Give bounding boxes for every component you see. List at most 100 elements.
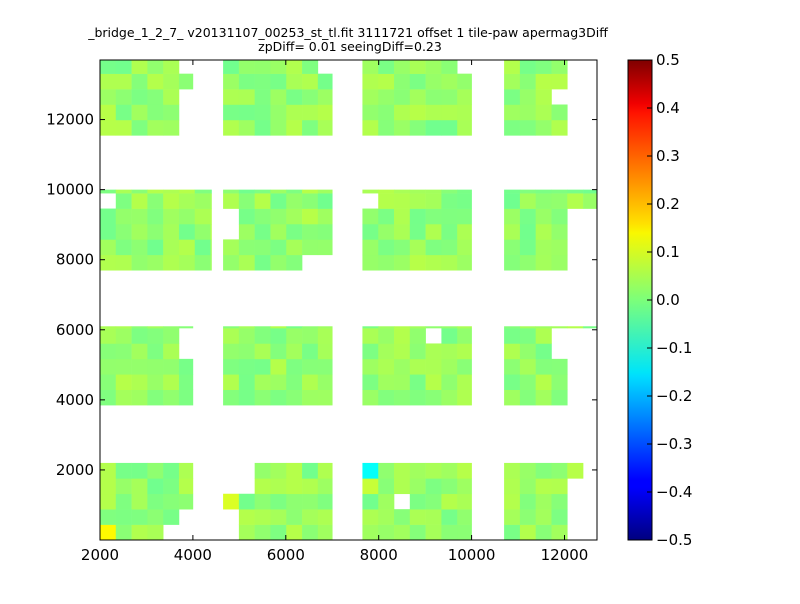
heatmap-cell xyxy=(115,478,132,495)
colorbar-tick-label: −0.2 xyxy=(656,387,692,405)
heatmap-cell xyxy=(115,326,132,329)
heatmap-cell xyxy=(223,73,240,90)
heatmap-cell xyxy=(178,478,194,495)
heatmap-cell xyxy=(535,254,552,271)
heatmap-cell xyxy=(286,326,303,329)
heatmap-cell xyxy=(131,119,148,136)
heatmap-cell xyxy=(362,509,379,525)
heatmap-cell xyxy=(270,73,287,90)
heatmap-cell xyxy=(286,60,303,74)
heatmap-cell xyxy=(163,326,180,329)
heatmap-cell xyxy=(457,328,472,344)
heatmap-cell xyxy=(131,389,148,406)
heatmap-cell xyxy=(100,524,117,540)
heatmap-cell xyxy=(504,328,521,344)
heatmap-cell xyxy=(147,104,164,121)
heatmap-cell xyxy=(457,89,472,105)
heatmap-cell xyxy=(223,239,240,256)
heatmap-cell xyxy=(147,493,164,510)
heatmap-cell xyxy=(378,389,395,406)
heatmap-cell xyxy=(409,189,426,194)
heatmap-cell xyxy=(504,119,521,136)
heatmap-cell xyxy=(115,493,132,510)
heatmap-cell xyxy=(409,119,426,136)
heatmap-cell xyxy=(163,343,180,360)
heatmap-cell xyxy=(457,326,472,329)
heatmap-cell xyxy=(163,374,180,390)
heatmap-cell xyxy=(302,239,319,256)
heatmap-cell xyxy=(100,374,117,390)
heatmap-cell xyxy=(362,328,379,344)
heatmap-cell xyxy=(238,223,255,240)
heatmap-cell xyxy=(519,60,536,74)
heatmap-cell xyxy=(163,208,180,225)
heatmap-cell xyxy=(163,358,180,375)
heatmap-cell xyxy=(178,208,196,225)
heatmap-cell xyxy=(254,462,271,479)
heatmap-cell xyxy=(504,254,521,271)
heatmap-cell xyxy=(178,254,196,271)
heatmap-cell xyxy=(504,223,521,240)
heatmap-cell xyxy=(378,326,395,329)
heatmap-cell xyxy=(394,524,411,540)
heatmap-cell xyxy=(394,343,411,360)
heatmap-cell xyxy=(551,524,568,540)
heatmap-cell xyxy=(317,73,333,90)
heatmap-cell xyxy=(317,193,333,209)
heatmap-cell xyxy=(147,509,164,525)
heatmap-cell xyxy=(302,462,319,479)
heatmap-cell xyxy=(254,73,271,90)
heatmap-cell xyxy=(551,389,568,406)
heatmap-cell xyxy=(504,73,521,90)
heatmap-cell xyxy=(441,73,458,90)
heatmap-cell xyxy=(535,239,552,256)
heatmap-cell xyxy=(317,478,333,495)
heatmap-cell xyxy=(425,389,442,406)
heatmap-cell xyxy=(425,193,442,209)
heatmap-cell xyxy=(457,208,472,225)
heatmap-cell xyxy=(441,328,458,344)
heatmap-cell xyxy=(394,462,411,479)
heatmap-cell xyxy=(583,189,597,194)
heatmap-cell xyxy=(178,193,196,209)
heatmap-cell xyxy=(457,509,472,525)
heatmap-cell xyxy=(254,389,271,406)
heatmap-cell xyxy=(147,524,164,540)
heatmap-cell xyxy=(178,239,196,256)
heatmap-cell xyxy=(519,343,536,360)
heatmap-cell xyxy=(115,462,132,479)
heatmap-cell xyxy=(551,374,568,390)
heatmap-cell xyxy=(147,189,164,194)
heatmap-cell xyxy=(457,374,472,390)
heatmap-cell xyxy=(238,374,255,390)
heatmap-cell xyxy=(409,104,426,121)
heatmap-cell xyxy=(457,223,472,240)
heatmap-cell xyxy=(302,189,319,194)
heatmap-cell xyxy=(238,326,255,329)
heatmap-cell xyxy=(163,119,180,136)
heatmap-cell xyxy=(210,193,212,209)
heatmap-cell xyxy=(238,239,255,256)
heatmap-cell xyxy=(441,462,458,479)
heatmap-cell xyxy=(409,254,426,271)
heatmap-cell xyxy=(425,343,442,360)
heatmap-cell xyxy=(254,254,271,271)
heatmap-cell xyxy=(194,254,211,271)
heatmap-cell xyxy=(567,326,584,329)
heatmap-cell xyxy=(362,374,379,390)
heatmap-cell xyxy=(394,326,411,329)
heatmap-cell xyxy=(535,358,552,375)
heatmap-cell xyxy=(409,239,426,256)
heatmap-cell xyxy=(362,524,379,540)
heatmap-cell xyxy=(270,374,287,390)
heatmap-cell xyxy=(409,89,426,105)
heatmap-cell xyxy=(302,60,319,74)
heatmap-cell xyxy=(131,328,148,344)
heatmap-cell xyxy=(378,223,395,240)
heatmap-cell xyxy=(317,374,333,390)
heatmap-cell xyxy=(504,208,521,225)
heatmap-cell xyxy=(362,208,379,225)
heatmap-cell xyxy=(147,223,164,240)
heatmap-cell xyxy=(302,478,319,495)
heatmap-cell xyxy=(551,60,568,74)
